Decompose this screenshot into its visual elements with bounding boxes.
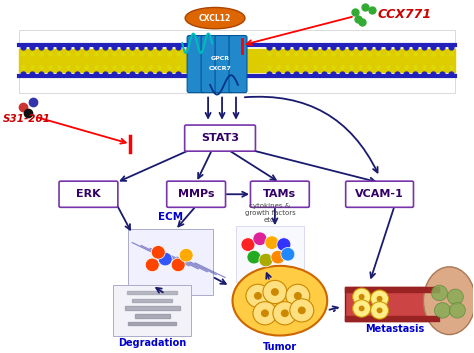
Circle shape xyxy=(254,292,262,300)
Bar xyxy=(113,285,191,336)
Circle shape xyxy=(353,288,371,306)
Text: S31-201: S31-201 xyxy=(3,114,51,124)
Text: GPCR: GPCR xyxy=(210,56,229,61)
Text: Metastasis: Metastasis xyxy=(365,324,424,334)
Ellipse shape xyxy=(233,266,327,336)
Bar xyxy=(236,226,304,282)
Circle shape xyxy=(376,307,383,313)
Circle shape xyxy=(281,309,289,317)
Ellipse shape xyxy=(423,267,474,335)
Circle shape xyxy=(273,302,297,325)
Circle shape xyxy=(447,289,463,305)
Circle shape xyxy=(241,238,255,251)
Circle shape xyxy=(286,284,310,307)
FancyBboxPatch shape xyxy=(167,181,226,207)
Text: TAMs: TAMs xyxy=(264,189,296,199)
FancyBboxPatch shape xyxy=(201,36,219,92)
Text: VCAM-1: VCAM-1 xyxy=(355,189,404,199)
Circle shape xyxy=(449,303,465,318)
FancyBboxPatch shape xyxy=(215,36,233,92)
Circle shape xyxy=(171,258,185,272)
Circle shape xyxy=(281,247,295,261)
Ellipse shape xyxy=(185,7,245,29)
Text: ERK: ERK xyxy=(76,189,101,199)
Circle shape xyxy=(253,232,267,246)
Circle shape xyxy=(290,299,314,322)
Bar xyxy=(345,287,439,321)
Circle shape xyxy=(298,306,306,314)
FancyBboxPatch shape xyxy=(346,181,413,207)
Circle shape xyxy=(247,250,261,264)
Text: cytokines &
growth factors
etc.: cytokines & growth factors etc. xyxy=(245,203,295,223)
Circle shape xyxy=(271,288,279,296)
Circle shape xyxy=(259,253,273,267)
Circle shape xyxy=(263,280,287,304)
Text: CXCL12: CXCL12 xyxy=(199,14,231,23)
Circle shape xyxy=(294,292,302,300)
Text: Degradation: Degradation xyxy=(118,339,186,348)
Circle shape xyxy=(265,236,279,250)
Text: CXCR7: CXCR7 xyxy=(209,66,231,71)
Bar xyxy=(18,30,456,92)
Circle shape xyxy=(158,252,172,266)
Circle shape xyxy=(151,246,165,259)
Text: MMPs: MMPs xyxy=(178,189,214,199)
Bar xyxy=(128,229,212,295)
FancyBboxPatch shape xyxy=(250,181,310,207)
Circle shape xyxy=(431,285,447,301)
FancyBboxPatch shape xyxy=(229,36,247,92)
Text: Tumor: Tumor xyxy=(263,342,297,352)
FancyBboxPatch shape xyxy=(185,125,255,151)
FancyBboxPatch shape xyxy=(187,36,205,92)
Circle shape xyxy=(371,290,389,307)
Circle shape xyxy=(246,284,270,307)
Circle shape xyxy=(359,306,365,311)
Circle shape xyxy=(277,238,291,251)
Circle shape xyxy=(253,302,277,325)
Circle shape xyxy=(145,258,159,272)
Circle shape xyxy=(359,294,365,300)
Circle shape xyxy=(179,249,193,262)
Circle shape xyxy=(261,309,269,317)
Text: STAT3: STAT3 xyxy=(201,133,239,143)
Text: CCX771: CCX771 xyxy=(378,8,432,21)
Circle shape xyxy=(434,303,450,318)
Circle shape xyxy=(353,300,371,317)
Circle shape xyxy=(271,250,285,264)
Circle shape xyxy=(376,296,383,302)
FancyBboxPatch shape xyxy=(59,181,118,207)
Text: ECM: ECM xyxy=(158,212,183,222)
Circle shape xyxy=(371,302,389,319)
